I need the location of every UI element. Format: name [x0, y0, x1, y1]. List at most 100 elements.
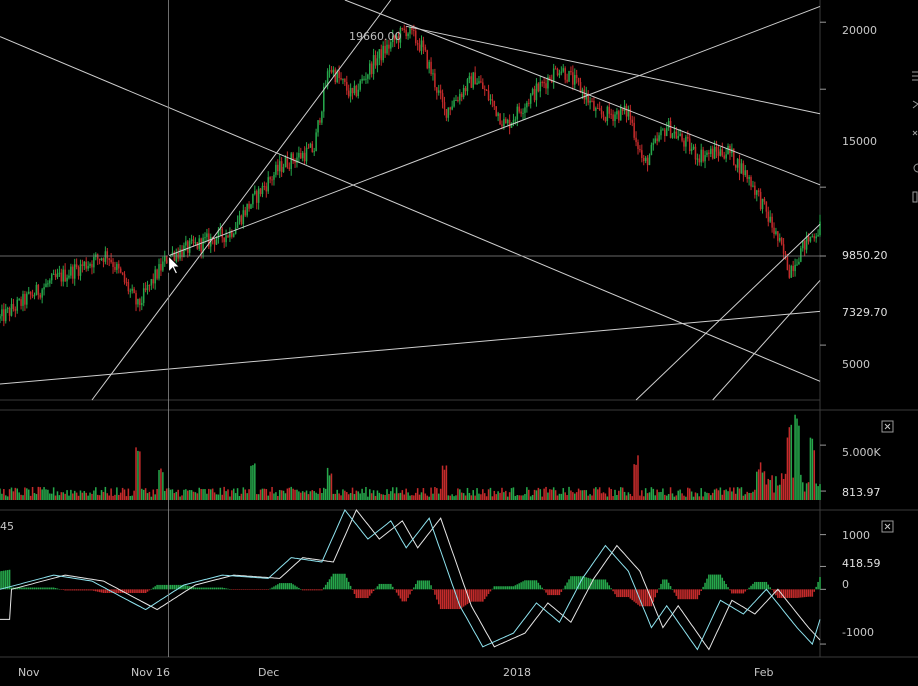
- volume-bar: [798, 425, 800, 500]
- trend-line-5[interactable]: [344, 0, 821, 186]
- volume-bar: [50, 493, 53, 500]
- volume-bar: [64, 493, 66, 500]
- macd-histogram-bar: [616, 589, 618, 598]
- close-macd-pane-button[interactable]: [881, 520, 894, 533]
- volume-bar: [727, 491, 729, 500]
- candle-body: [635, 137, 637, 143]
- volume-bar: [35, 494, 38, 500]
- trend-line-8[interactable]: [635, 223, 821, 401]
- macd-histogram-bar: [675, 589, 678, 596]
- candle-body: [669, 121, 672, 138]
- candle-body: [476, 82, 478, 85]
- volume-bar: [139, 451, 141, 500]
- volume-bar: [298, 491, 300, 500]
- candle-body: [518, 106, 520, 112]
- macd-histogram-bar: [397, 589, 400, 596]
- macd-histogram-bar: [267, 589, 269, 590]
- macd-histogram-bar: [602, 579, 605, 590]
- candle-body: [118, 263, 120, 269]
- candle-body: [621, 107, 624, 111]
- volume-bar: [524, 493, 526, 500]
- macd-histogram-bar: [545, 589, 547, 593]
- trend-line-3[interactable]: [0, 310, 821, 385]
- volume-bar: [690, 491, 693, 500]
- candle-body: [491, 99, 494, 101]
- candle-body: [767, 211, 770, 222]
- candle-body: [660, 129, 662, 136]
- macd-histogram-bar: [606, 582, 609, 590]
- macd-histogram-bar: [64, 589, 66, 591]
- candle-body: [261, 185, 264, 195]
- pointer-tool-icon[interactable]: [912, 100, 918, 109]
- candle-body: [374, 55, 377, 66]
- text-tool-icon[interactable]: [912, 191, 918, 203]
- macd-histogram-bar: [767, 584, 770, 590]
- volume-bar: [183, 489, 185, 500]
- candle-body: [551, 80, 553, 83]
- volume-bar: [612, 496, 614, 500]
- volume-bar: [340, 495, 342, 500]
- trend-line-2[interactable]: [168, 5, 821, 257]
- volume-bar: [179, 496, 181, 500]
- macd-histogram-bar: [259, 589, 262, 590]
- trend-line-4[interactable]: [91, 0, 392, 401]
- candle-body: [426, 50, 429, 69]
- candle-body: [591, 100, 593, 102]
- candle-body: [355, 85, 358, 97]
- macd-histogram-bar: [22, 587, 24, 590]
- volume-bar: [637, 455, 639, 500]
- macd-histogram-bar: [175, 584, 178, 590]
- brush-tool-icon[interactable]: [912, 130, 918, 136]
- trend-lines[interactable]: [0, 0, 821, 401]
- candle-body: [22, 293, 24, 306]
- volume-bar: [334, 493, 337, 500]
- volume-bar: [39, 487, 41, 500]
- shape-tool-icon[interactable]: [913, 163, 918, 173]
- trend-line-6[interactable]: [406, 25, 821, 115]
- macd-histogram-bar: [39, 587, 41, 590]
- close-volume-pane-button[interactable]: [881, 420, 894, 433]
- macd-histogram-bar: [499, 586, 501, 590]
- candle-body: [495, 106, 497, 116]
- macd-histogram-bar: [688, 589, 691, 600]
- candle-body: [604, 116, 607, 122]
- trend-line-1[interactable]: [0, 36, 821, 382]
- volume-bar: [518, 495, 520, 500]
- candle-body: [422, 40, 425, 48]
- volume-bar: [497, 491, 499, 500]
- macd-histogram-bar: [434, 589, 436, 595]
- volume-bar: [788, 427, 791, 500]
- menu-icon[interactable]: [912, 71, 918, 81]
- candle-body: [158, 264, 160, 279]
- volume-bar: [401, 490, 404, 500]
- macd-histogram-bar: [414, 583, 417, 590]
- volume-bar: [526, 487, 528, 500]
- candle-body: [459, 93, 461, 101]
- volume-bar: [144, 488, 147, 500]
- volume-bar: [263, 488, 266, 500]
- macd-histogram-bar: [123, 589, 126, 593]
- volume-bar: [137, 450, 139, 500]
- macd-histogram-bar: [683, 589, 685, 600]
- volume-bar: [367, 496, 369, 500]
- macd-histogram-bar: [800, 589, 802, 598]
- trend-line-7[interactable]: [712, 280, 821, 401]
- macd-histogram-bar: [332, 573, 335, 590]
- macd-histogram-bar: [710, 574, 712, 590]
- volume-bar: [765, 484, 768, 500]
- macd-histogram-bar: [62, 589, 64, 590]
- volume-bar: [600, 493, 603, 500]
- macd-histogram-bar: [173, 584, 176, 590]
- macd-histogram-bar: [125, 589, 128, 593]
- candle-body: [100, 258, 103, 260]
- drawing-toolbar[interactable]: [912, 71, 918, 203]
- macd-histogram-bar: [323, 587, 325, 590]
- candle-body: [315, 132, 317, 152]
- macd-histogram-bar: [612, 589, 614, 592]
- volume-bar: [346, 492, 348, 500]
- macd-histogram-bar: [790, 589, 793, 598]
- candle-body: [41, 289, 43, 298]
- volume-bar: [662, 488, 664, 500]
